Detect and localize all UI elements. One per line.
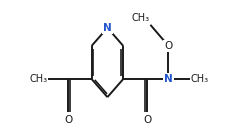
Text: CH₃: CH₃ — [131, 13, 150, 23]
Text: O: O — [164, 41, 173, 51]
Text: N: N — [164, 74, 173, 84]
Text: CH₃: CH₃ — [30, 74, 48, 84]
Text: CH₃: CH₃ — [190, 74, 208, 84]
Text: N: N — [103, 23, 112, 33]
Text: O: O — [143, 115, 152, 125]
Text: O: O — [64, 115, 72, 125]
